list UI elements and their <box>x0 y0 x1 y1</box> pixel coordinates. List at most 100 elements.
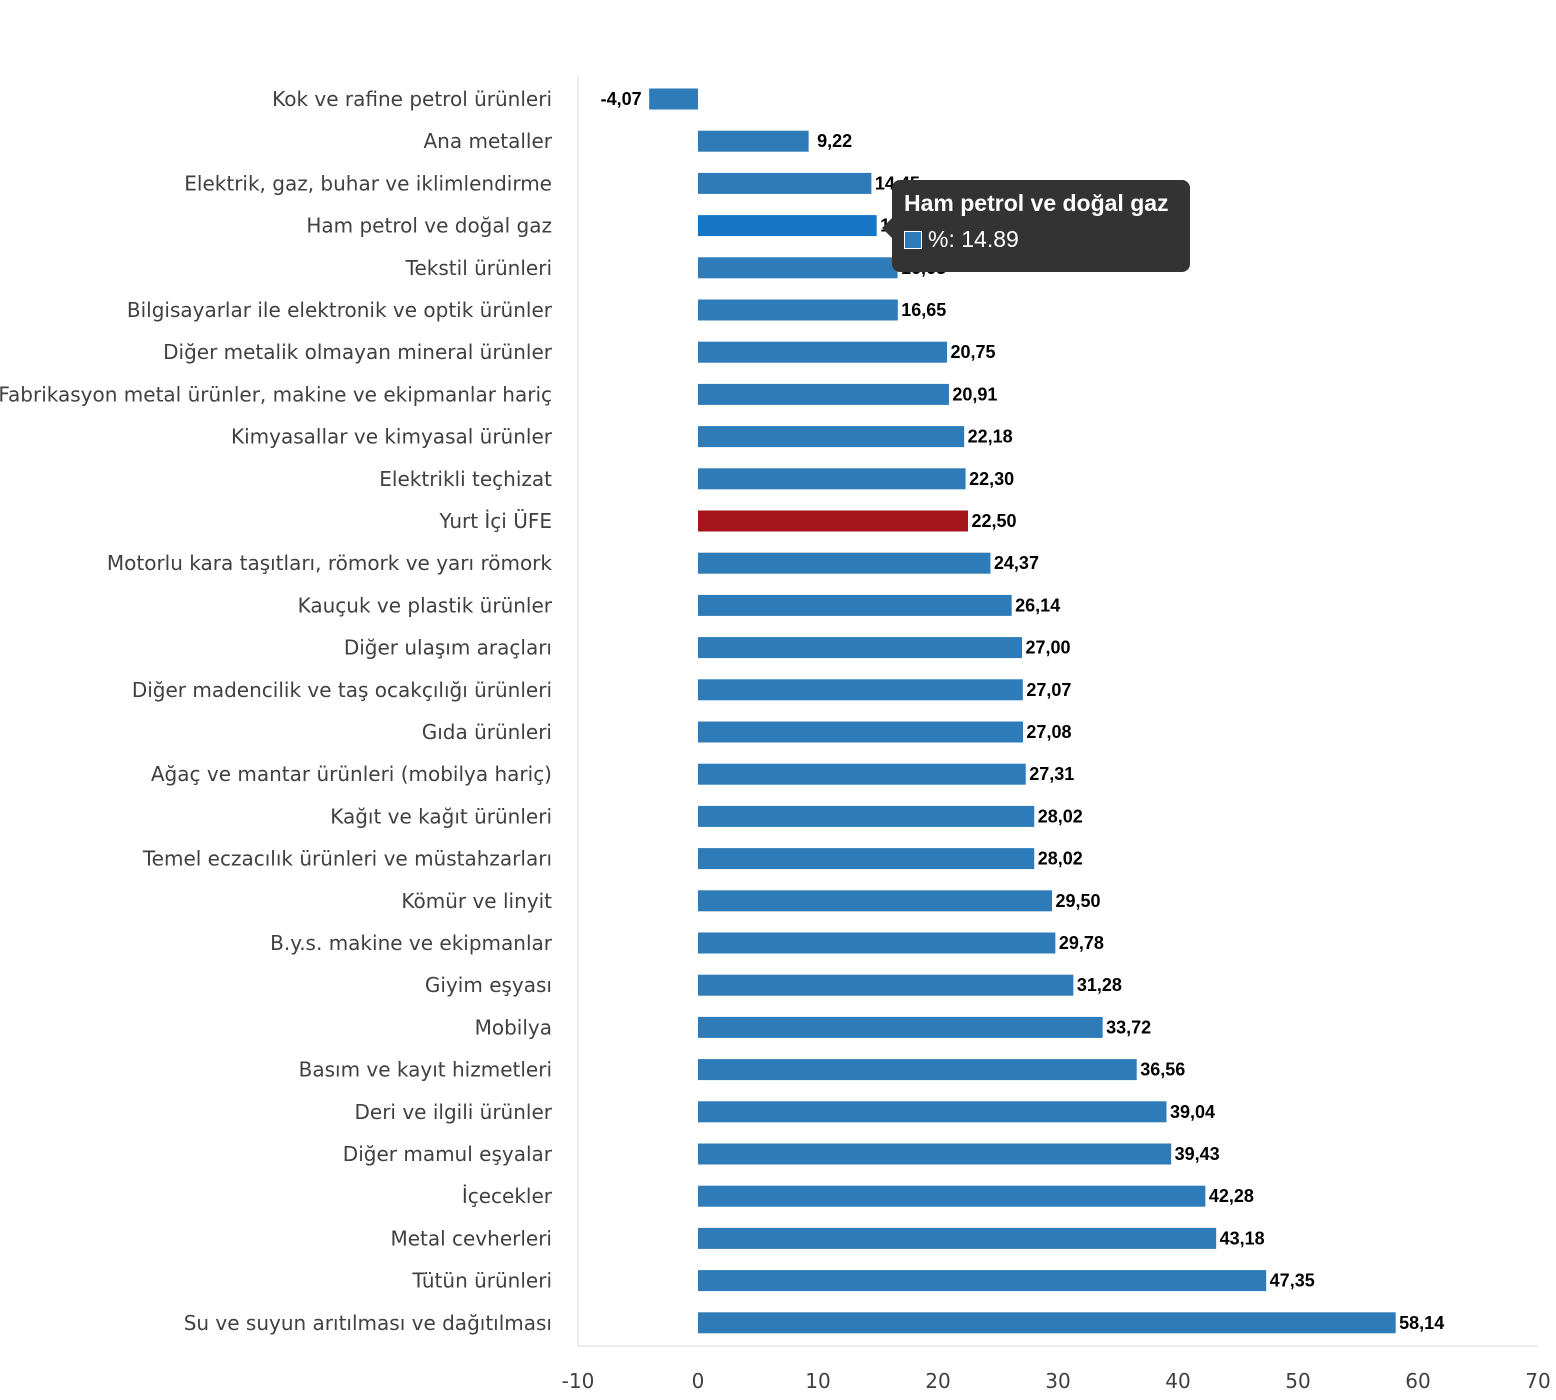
bar[interactable] <box>698 215 877 237</box>
bar[interactable] <box>698 890 1052 912</box>
data-label: 28,02 <box>1038 849 1083 869</box>
data-label: 43,18 <box>1220 1228 1265 1248</box>
data-label: 33,72 <box>1106 1017 1151 1037</box>
bar[interactable] <box>698 848 1035 870</box>
bar[interactable] <box>698 426 965 448</box>
category-label: Temel eczacılık ürünleri ve müstahzarlar… <box>142 847 552 871</box>
category-label: Kimyasallar ve kimyasal ürünler <box>231 425 553 449</box>
data-label: 16,65 <box>901 300 946 320</box>
bar[interactable] <box>698 805 1035 827</box>
data-label: 29,50 <box>1055 891 1100 911</box>
category-label: Elektrikli teçhizat <box>379 467 552 491</box>
data-label: 27,08 <box>1026 722 1071 742</box>
chart-tooltip: Ham petrol ve doğal gaz %: 14.89 <box>882 180 1190 272</box>
data-label: 22,18 <box>968 427 1013 447</box>
data-label: 36,56 <box>1140 1060 1185 1080</box>
bar[interactable] <box>698 594 1012 616</box>
data-label: 39,04 <box>1170 1102 1215 1122</box>
category-label: Mobilya <box>475 1015 552 1039</box>
tooltip-value: %: 14.89 <box>928 226 1019 252</box>
data-label: 26,14 <box>1015 595 1060 615</box>
x-tick-label: 50 <box>1285 1369 1310 1393</box>
data-label: 47,35 <box>1270 1271 1315 1291</box>
data-label: 31,28 <box>1077 975 1122 995</box>
data-label: 42,28 <box>1209 1186 1254 1206</box>
category-label: Motorlu kara taşıtları, römork ve yarı r… <box>107 551 553 575</box>
category-label: Metal cevherleri <box>390 1226 552 1250</box>
bar[interactable] <box>698 130 809 152</box>
bar[interactable] <box>698 552 991 574</box>
tooltip-title: Ham petrol ve doğal gaz <box>904 190 1169 216</box>
category-label: Su ve suyun arıtılması ve dağıtılması <box>184 1311 552 1335</box>
category-label: Kok ve rafine petrol ürünleri <box>272 87 552 111</box>
bar[interactable] <box>698 763 1026 785</box>
x-tick-label: 30 <box>1045 1369 1070 1393</box>
bar[interactable] <box>649 88 698 110</box>
category-label: Kömür ve linyit <box>401 889 552 913</box>
category-label: Kauçuk ve plastik ürünler <box>298 593 553 617</box>
x-tick-label: 10 <box>805 1369 830 1393</box>
data-label: 27,00 <box>1025 638 1070 658</box>
data-label: 27,31 <box>1029 764 1074 784</box>
bar[interactable] <box>698 1101 1167 1123</box>
category-label: Basım ve kayıt hizmetleri <box>299 1058 552 1082</box>
bar[interactable] <box>698 257 898 279</box>
bar[interactable] <box>698 299 898 321</box>
data-label: -4,07 <box>601 89 642 109</box>
x-tick-label: 40 <box>1165 1369 1190 1393</box>
x-tick-label: 20 <box>925 1369 950 1393</box>
x-tick-label: 60 <box>1405 1369 1430 1393</box>
bar[interactable] <box>698 679 1023 701</box>
bar[interactable] <box>698 172 872 194</box>
data-label: 20,91 <box>952 384 997 404</box>
bar[interactable] <box>698 1143 1172 1165</box>
bar[interactable] <box>698 637 1022 659</box>
bar[interactable] <box>698 1312 1396 1334</box>
x-tick-label: 0 <box>692 1369 705 1393</box>
bar[interactable] <box>698 510 968 532</box>
category-label: Diğer madencilik ve taş ocakçılığı ürünl… <box>132 678 552 702</box>
x-tick-label: 70 <box>1525 1369 1550 1393</box>
bar[interactable] <box>698 383 949 405</box>
category-label: Yurt İçi ÜFE <box>438 509 552 533</box>
bar[interactable] <box>698 468 966 490</box>
bar[interactable] <box>698 721 1023 743</box>
data-label: 22,50 <box>971 511 1016 531</box>
data-label: 20,75 <box>950 342 995 362</box>
bar[interactable] <box>698 1270 1267 1292</box>
category-label: Diğer ulaşım araçları <box>344 636 552 660</box>
category-label: Ham petrol ve doğal gaz <box>306 214 552 238</box>
data-label: 39,43 <box>1175 1144 1220 1164</box>
bar[interactable] <box>698 341 947 363</box>
bar[interactable] <box>698 1016 1103 1038</box>
category-label: Deri ve ilgili ürünler <box>354 1100 552 1124</box>
category-label: Elektrik, gaz, buhar ve iklimlendirme <box>184 171 552 195</box>
category-label: B.y.s. makine ve ekipmanlar <box>270 931 553 955</box>
bar[interactable] <box>698 1059 1137 1081</box>
data-label: 9,22 <box>817 131 852 151</box>
bar[interactable] <box>698 974 1074 996</box>
bar[interactable] <box>698 1227 1217 1249</box>
data-label: 58,14 <box>1399 1313 1444 1333</box>
x-tick-label: -10 <box>562 1369 595 1393</box>
category-label: Diğer mamul eşyalar <box>343 1142 553 1166</box>
category-label: Ana metaller <box>424 129 553 153</box>
bar[interactable] <box>698 1185 1206 1207</box>
category-label: Tütün ürünleri <box>411 1269 552 1293</box>
data-label: 29,78 <box>1059 933 1104 953</box>
category-label: Giyim eşyası <box>425 973 552 997</box>
bar[interactable] <box>698 932 1056 954</box>
category-label: Bilgisayarlar ile elektronik ve optik ür… <box>127 298 553 322</box>
category-label: Diğer metalik olmayan mineral ürünler <box>163 340 553 364</box>
tooltip-arrow <box>882 218 892 238</box>
data-label: 24,37 <box>994 553 1039 573</box>
category-label: Fabrikasyon metal ürünler, makine ve eki… <box>0 382 552 406</box>
tooltip-series-swatch <box>904 230 922 249</box>
category-label: Gıda ürünleri <box>422 720 552 744</box>
category-label: Kağıt ve kağıt ürünleri <box>330 804 552 828</box>
category-label: Ağaç ve mantar ürünleri (mobilya hariç) <box>151 762 552 786</box>
category-label: İçecekler <box>462 1184 553 1208</box>
tooltip-row: %: 14.89 <box>904 226 1178 253</box>
